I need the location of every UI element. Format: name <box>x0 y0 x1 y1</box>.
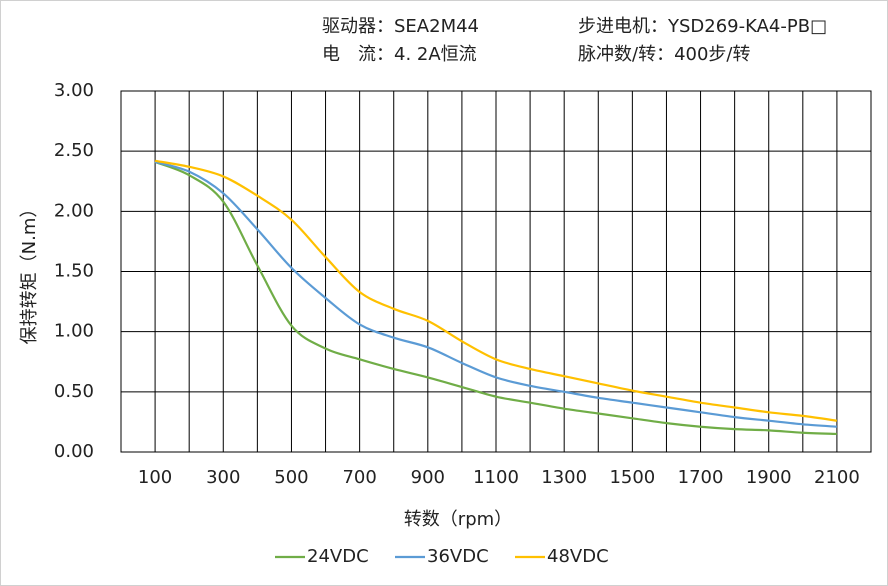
header-text: 驱动器：SEA2M44 <box>322 16 479 37</box>
header-text: 脉冲数/转：400步/转 <box>578 44 751 65</box>
x-tick-label: 300 <box>206 467 240 488</box>
y-tick-label: 0.50 <box>54 381 94 402</box>
x-tick-label: 1100 <box>473 467 519 488</box>
y-axis-label: 保持转矩（N.m） <box>19 200 40 345</box>
header-text: 步进电机：YSD269-KA4-PB□ <box>578 16 827 37</box>
legend-label: 48VDC <box>547 546 609 567</box>
x-tick-label: 2100 <box>814 467 860 488</box>
y-tick-label: 3.00 <box>54 80 94 101</box>
x-tick-label: 1700 <box>678 467 724 488</box>
y-tick-label: 1.00 <box>54 321 94 342</box>
x-tick-label: 100 <box>138 467 172 488</box>
x-tick-label: 700 <box>342 467 376 488</box>
data-line <box>154 160 837 428</box>
data-line <box>154 159 838 422</box>
y-tick-label: 2.50 <box>54 140 94 161</box>
data-line <box>154 160 837 436</box>
x-tick-label: 1300 <box>541 467 587 488</box>
x-tick-label: 500 <box>274 467 308 488</box>
legend-label: 36VDC <box>427 546 489 567</box>
x-axis-label: 转数（rpm） <box>404 509 512 530</box>
x-tick-label: 1900 <box>746 467 792 488</box>
legend-label: 24VDC <box>307 546 369 567</box>
header-text: 电 流：4. 2A恒流 <box>322 44 477 65</box>
y-tick-label: 1.50 <box>54 261 94 282</box>
y-tick-label: 0.00 <box>54 441 94 462</box>
y-tick-label: 2.00 <box>54 200 94 221</box>
x-tick-label: 900 <box>411 467 445 488</box>
x-tick-label: 1500 <box>609 467 655 488</box>
